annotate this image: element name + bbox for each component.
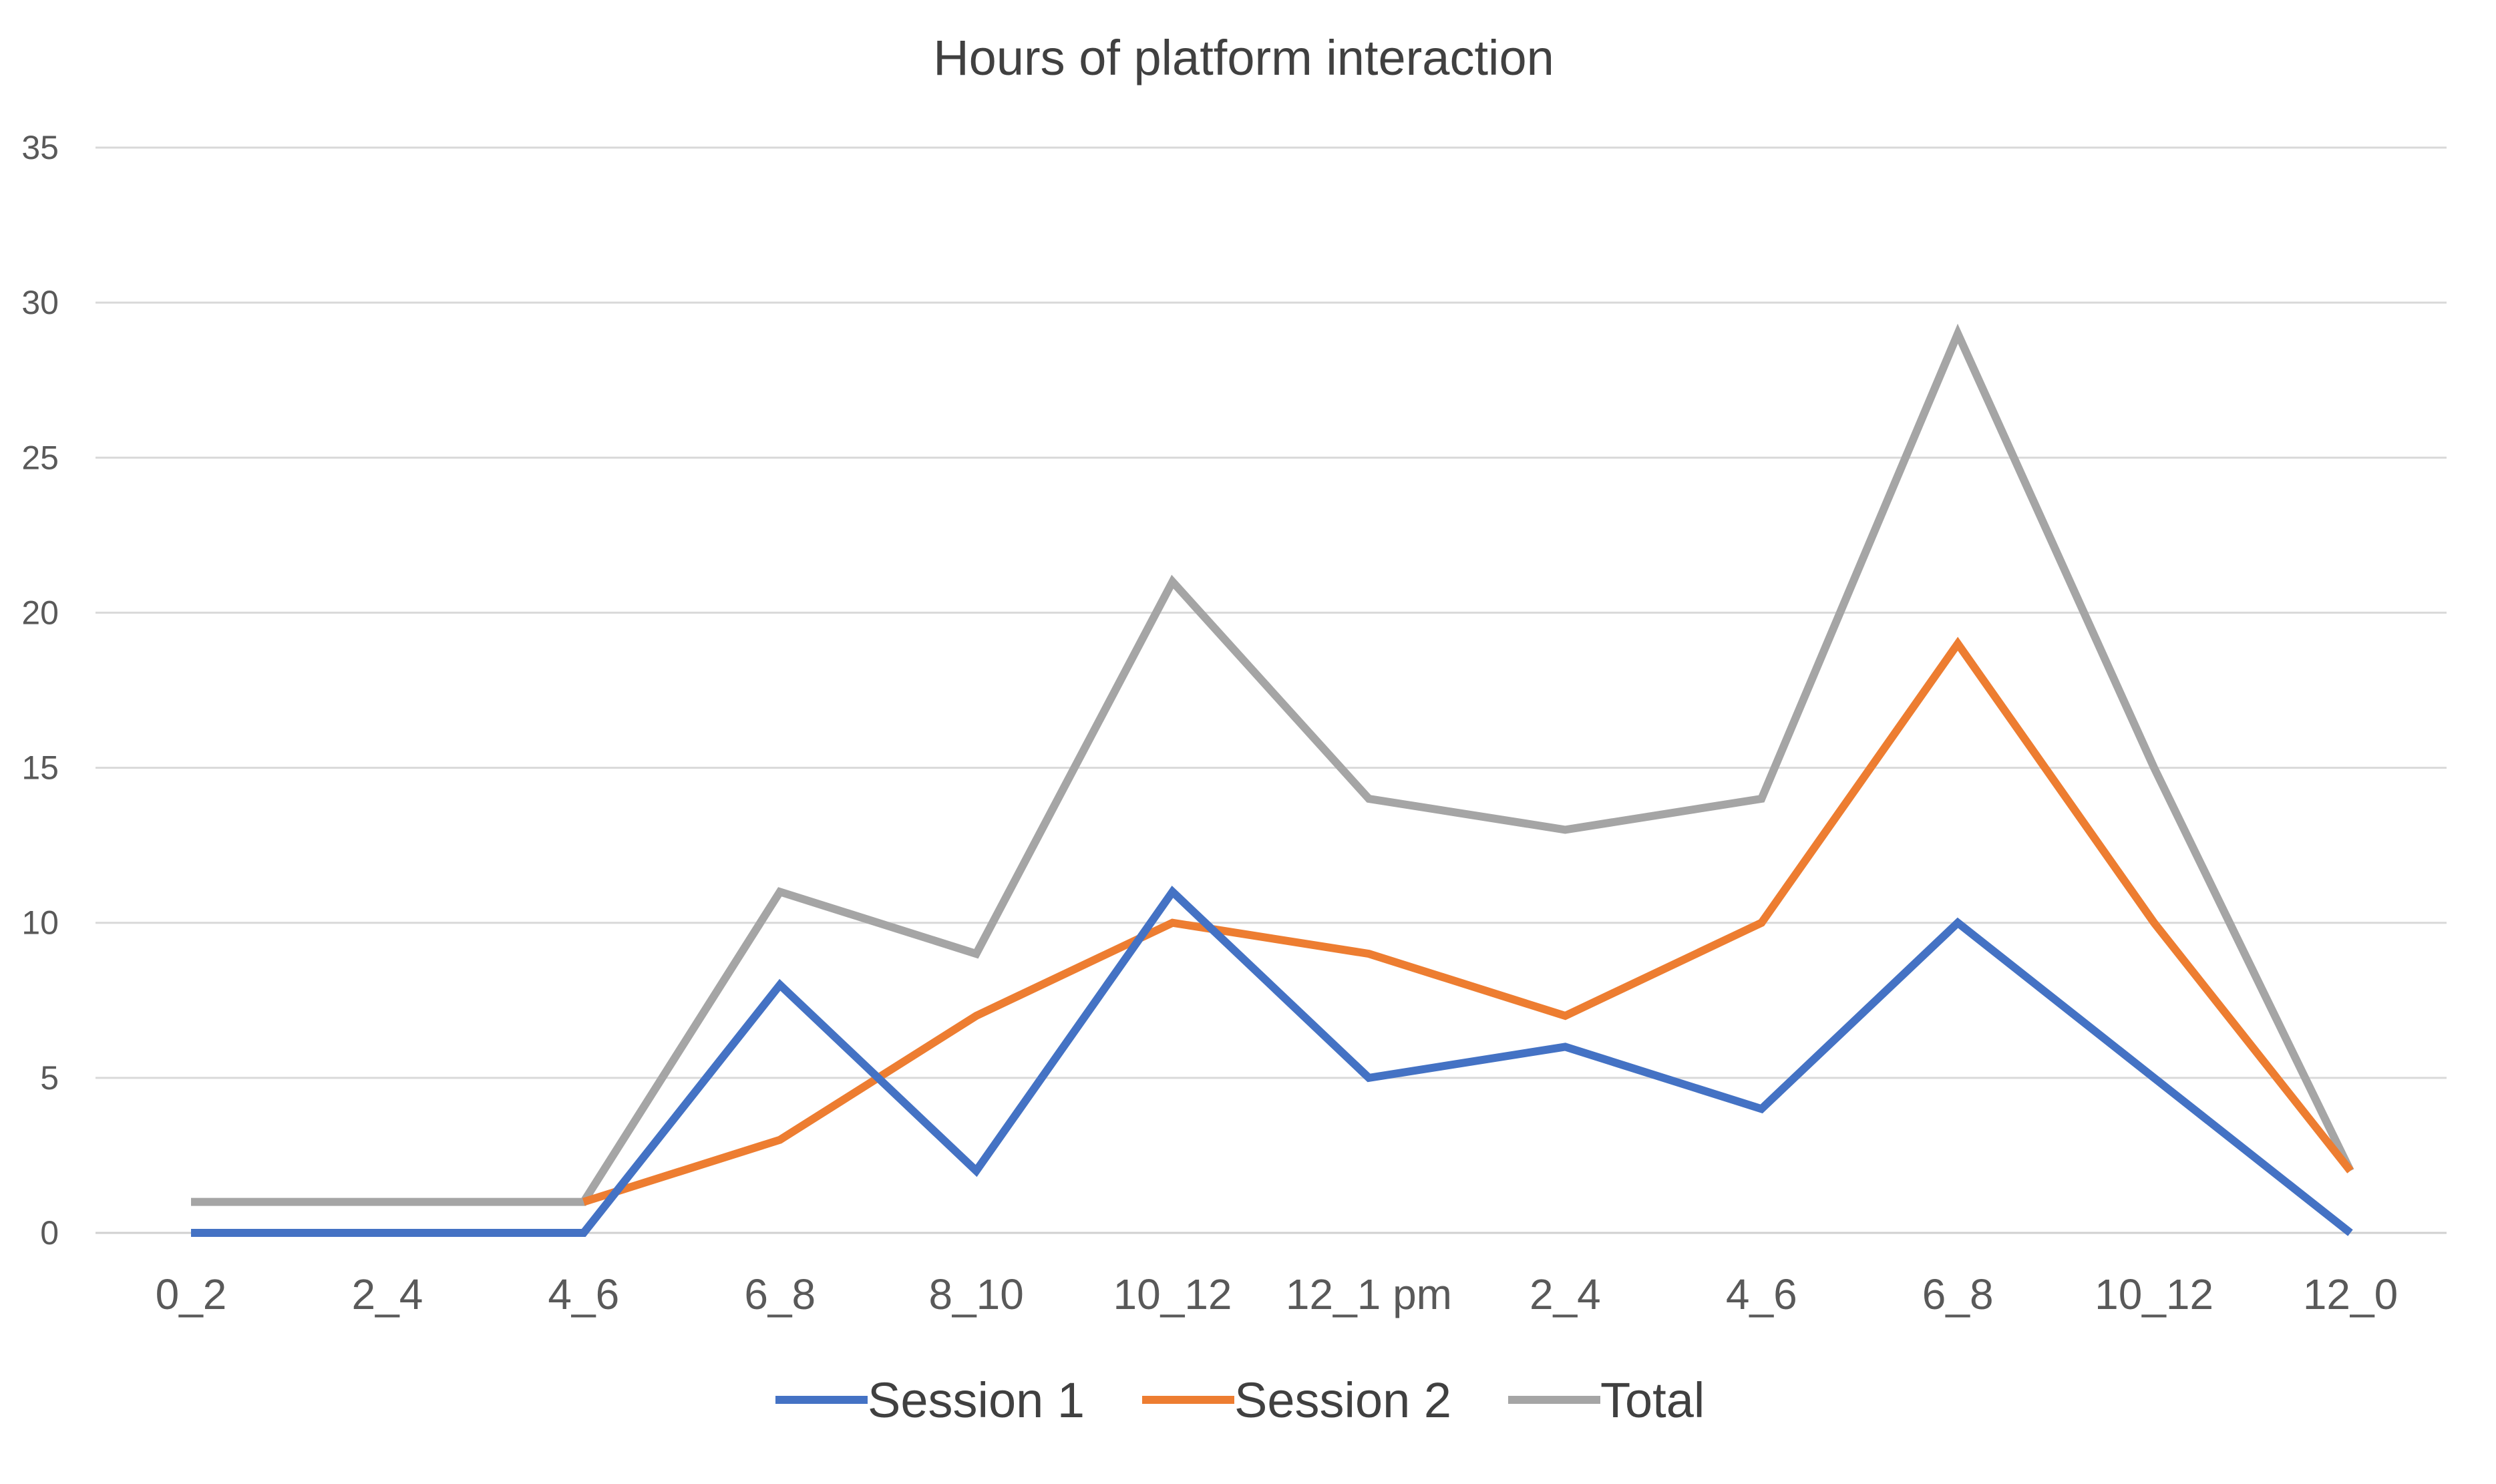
legend-label: Session 1 bbox=[868, 1372, 1085, 1428]
legend-item-session-2: Session 2 bbox=[1142, 1372, 1451, 1428]
x-tick-label: 0_2 bbox=[156, 1270, 227, 1318]
y-tick-label: 20 bbox=[21, 594, 59, 631]
x-tick-label: 2_4 bbox=[352, 1270, 423, 1318]
x-tick-label: 4_6 bbox=[548, 1270, 619, 1318]
legend-label: Total bbox=[1600, 1372, 1705, 1428]
series-line bbox=[191, 886, 2353, 1237]
x-tick-label: 12_0 bbox=[2303, 1270, 2398, 1318]
y-tick-label: 30 bbox=[21, 284, 59, 321]
legend-item-total: Total bbox=[1508, 1372, 1705, 1428]
x-tick-label: 12_1 pm bbox=[1286, 1270, 1452, 1318]
y-tick-label: 10 bbox=[21, 904, 59, 942]
y-tick-label: 25 bbox=[21, 439, 59, 476]
series-line bbox=[191, 323, 2354, 1206]
y-tick-label: 5 bbox=[40, 1059, 59, 1097]
legend-item-session-1: Session 1 bbox=[775, 1372, 1085, 1428]
x-tick-label: 10_12 bbox=[2095, 1270, 2213, 1318]
y-tick-label: 0 bbox=[40, 1214, 59, 1252]
x-tick-label: 2_4 bbox=[1530, 1270, 1601, 1318]
chart-title: Hours of platform interaction bbox=[933, 30, 1554, 85]
series-session-1 bbox=[191, 886, 2353, 1237]
x-tick-label: 6_8 bbox=[744, 1270, 816, 1318]
x-tick-label: 6_8 bbox=[1922, 1270, 1994, 1318]
legend-label: Session 2 bbox=[1234, 1372, 1451, 1428]
x-tick-label: 8_10 bbox=[928, 1270, 1023, 1318]
y-tick-label: 35 bbox=[21, 129, 59, 166]
series-total bbox=[191, 323, 2354, 1206]
x-tick-label: 10_12 bbox=[1113, 1270, 1232, 1318]
y-tick-label: 15 bbox=[21, 749, 59, 787]
x-tick-label: 4_6 bbox=[1726, 1270, 1797, 1318]
